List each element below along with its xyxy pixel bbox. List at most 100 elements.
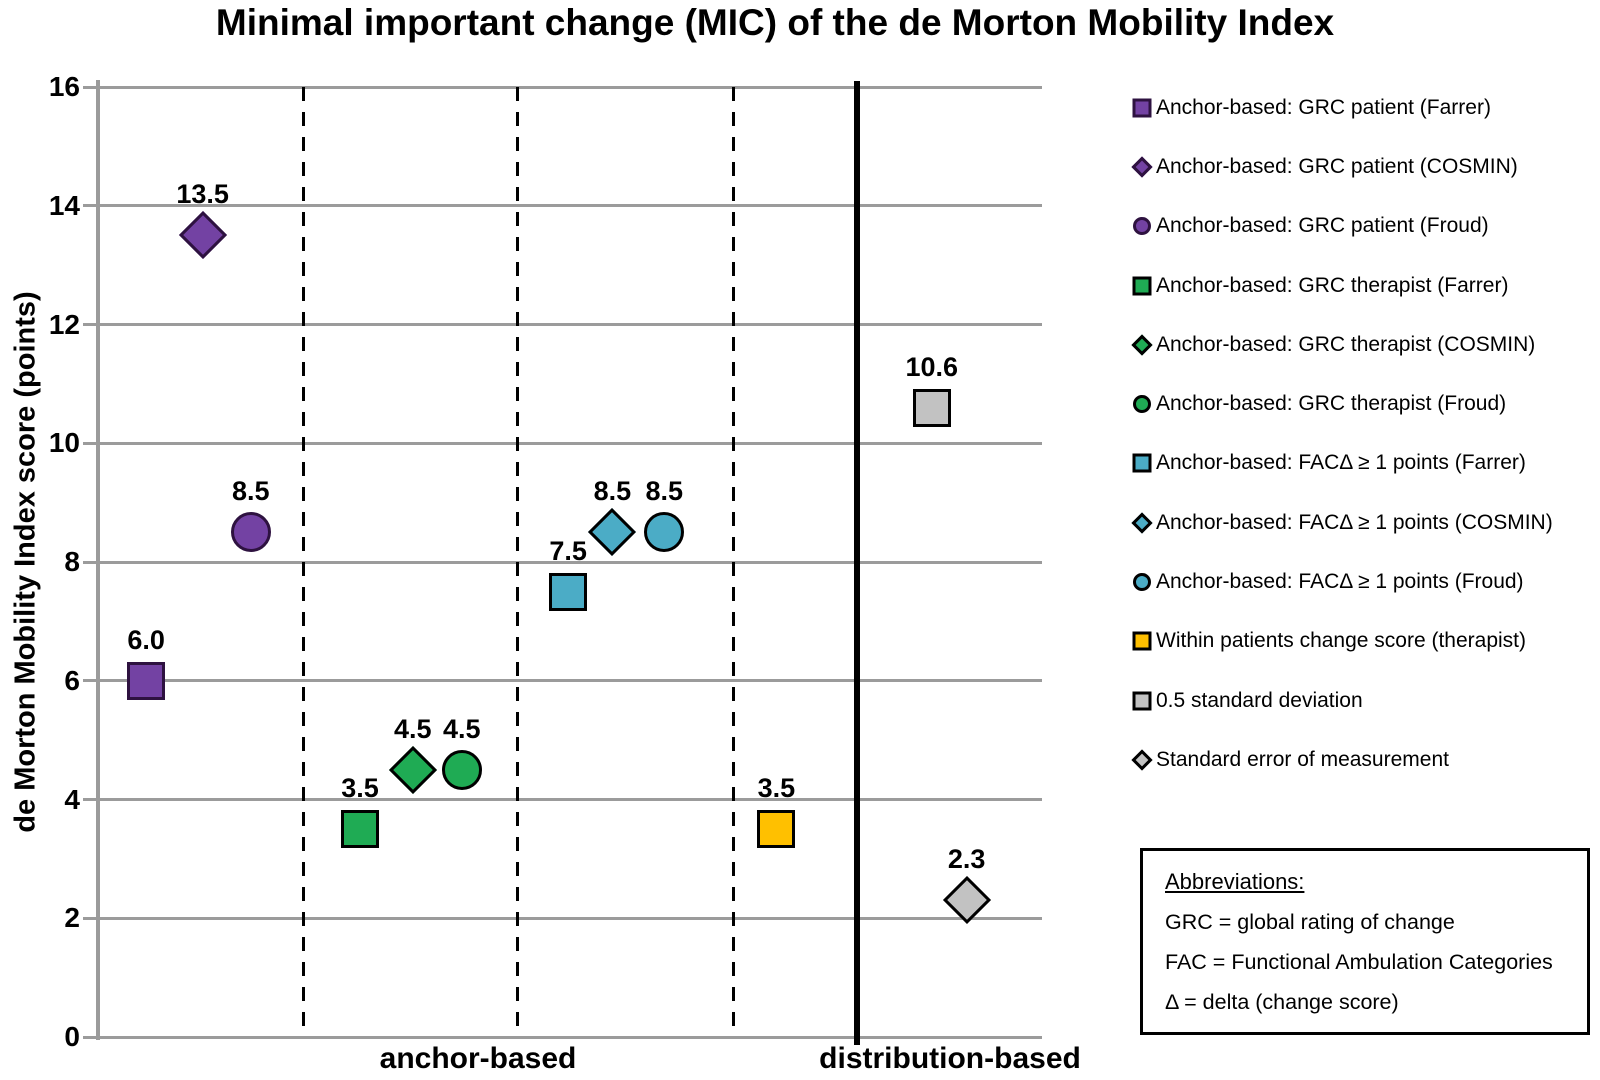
legend-item: Anchor-based: FACΔ ≥ 1 points (Froud) — [1128, 552, 1598, 611]
y-tick-label-2: 2 — [64, 902, 80, 934]
legend-purple-diamond-icon — [1128, 153, 1156, 181]
abbreviations-title: Abbreviations: — [1165, 869, 1305, 894]
legend-item: Anchor-based: FACΔ ≥ 1 points (COSMIN) — [1128, 493, 1598, 552]
dashed-separator-3 — [731, 87, 735, 1037]
marker-purple-circle — [230, 512, 271, 553]
x-group-label-anchor-based: anchor-based — [379, 1042, 577, 1075]
gridline-y-12 — [100, 323, 1042, 326]
gridline-y-2 — [100, 916, 1042, 920]
legend-gray-square-icon — [1128, 687, 1156, 715]
dashed-separator-2 — [515, 87, 519, 1037]
marker-green-square — [340, 810, 379, 849]
marker-green-circle — [441, 749, 482, 790]
gridline-y-8 — [100, 560, 1042, 564]
marker-green-diamond — [388, 745, 437, 794]
legend-green-diamond-icon — [1128, 331, 1156, 359]
legend-item: Anchor-based: GRC patient (Farrer) — [1128, 78, 1598, 137]
legend-yellow-square-icon — [1128, 627, 1156, 655]
data-label: 8.5 — [645, 476, 684, 507]
legend-green-circle-icon — [1128, 390, 1156, 418]
x-group-label-distribution-based: distribution-based — [819, 1042, 1081, 1075]
legend-blue-diamond-icon — [1128, 509, 1156, 537]
marker-purple-square — [127, 661, 166, 700]
legend-label: Anchor-based: GRC therapist (COSMIN) — [1156, 332, 1536, 356]
data-label: 2.3 — [947, 844, 986, 875]
legend-label: Anchor-based: GRC therapist (Farrer) — [1156, 273, 1509, 297]
legend-item: 0.5 standard deviation — [1128, 671, 1598, 730]
marker-purple-diamond — [178, 211, 227, 260]
data-label: 8.5 — [593, 476, 632, 507]
y-tick-0 — [83, 1035, 97, 1039]
abbreviations-box: Abbreviations: GRC = global rating of ch… — [1140, 848, 1590, 1035]
y-tick-label-6: 6 — [64, 664, 80, 696]
gridline-y-4 — [100, 798, 1042, 801]
y-tick-12 — [83, 323, 97, 326]
legend-label: 0.5 standard deviation — [1156, 688, 1363, 712]
gridline-y-6 — [100, 679, 1042, 683]
legend-item: Anchor-based: GRC therapist (Froud) — [1128, 374, 1598, 433]
legend-item: Within patients change score (therapist) — [1128, 612, 1598, 671]
chart-title: Minimal important change (MIC) of the de… — [215, 2, 1335, 43]
gridline-y-0 — [100, 1035, 1042, 1039]
abbreviation-delta: Δ = delta (change score) — [1165, 990, 1399, 1014]
legend-item: Anchor-based: GRC therapist (Farrer) — [1128, 256, 1598, 315]
data-label: 4.5 — [442, 713, 481, 744]
legend-label: Anchor-based: FACΔ ≥ 1 points (COSMIN) — [1156, 510, 1553, 534]
y-tick-label-14: 14 — [48, 189, 80, 221]
y-tick-6 — [83, 679, 97, 683]
gridline-y-14 — [100, 204, 1042, 208]
legend-item: Anchor-based: FACΔ ≥ 1 points (Farrer) — [1128, 434, 1598, 493]
legend-blue-square-icon — [1128, 449, 1156, 477]
y-tick-10 — [83, 441, 97, 445]
legend-label: Standard error of measurement — [1156, 747, 1449, 771]
legend-label: Anchor-based: FACΔ ≥ 1 points (Farrer) — [1156, 451, 1526, 475]
legend-item: Anchor-based: GRC patient (Froud) — [1128, 197, 1598, 256]
legend-gray-diamond-icon — [1128, 746, 1156, 774]
marker-gray-square — [912, 388, 951, 427]
data-label: 4.5 — [393, 713, 432, 744]
marker-yellow-square — [757, 810, 796, 849]
data-label: 7.5 — [549, 535, 587, 566]
y-tick-2 — [83, 916, 97, 920]
y-tick-label-12: 12 — [48, 308, 80, 340]
data-label: 3.5 — [341, 773, 379, 804]
y-tick-8 — [83, 560, 97, 564]
legend-blue-circle-icon — [1128, 568, 1156, 596]
data-label: 13.5 — [176, 179, 229, 210]
legend-label: Anchor-based: GRC therapist (Froud) — [1156, 392, 1507, 416]
data-label: 3.5 — [757, 773, 796, 804]
legend-label: Anchor-based: GRC patient (Froud) — [1156, 214, 1489, 238]
data-label: 6.0 — [127, 624, 165, 655]
abbreviation-grc: GRC = global rating of change — [1165, 910, 1455, 934]
y-tick-label-4: 4 — [64, 783, 80, 815]
data-label: 10.6 — [905, 351, 959, 382]
legend-item: Standard error of measurement — [1128, 730, 1598, 789]
gridline-y-10 — [100, 441, 1042, 445]
legend-item: Anchor-based: GRC therapist (COSMIN) — [1128, 315, 1598, 374]
dashed-separator-1 — [301, 87, 305, 1037]
legend-label: Anchor-based: GRC patient (COSMIN) — [1156, 154, 1518, 178]
abbreviation-fac: FAC = Functional Ambulation Categories — [1165, 950, 1553, 974]
marker-blue-diamond — [588, 508, 637, 557]
legend-item: Anchor-based: GRC patient (COSMIN) — [1128, 137, 1598, 196]
legend-green-square-icon — [1128, 272, 1156, 300]
y-tick-label-10: 10 — [48, 427, 80, 459]
gridline-y-16 — [100, 85, 1042, 89]
data-label: 8.5 — [231, 476, 270, 507]
legend-purple-square-icon — [1128, 94, 1156, 122]
y-tick-16 — [83, 85, 97, 89]
y-axis-line — [96, 80, 100, 1040]
legend: Anchor-based: GRC patient (Farrer) Anchor… — [1128, 78, 1598, 790]
y-tick-label-0: 0 — [64, 1021, 80, 1052]
legend-purple-circle-icon — [1128, 212, 1156, 240]
legend-label: Anchor-based: FACΔ ≥ 1 points (Froud) — [1156, 570, 1524, 594]
y-tick-4 — [83, 798, 97, 801]
y-tick-label-8: 8 — [64, 546, 80, 577]
y-tick-label-16: 16 — [48, 71, 80, 102]
legend-label: Anchor-based: GRC patient (Farrer) — [1156, 95, 1491, 119]
plot-area: 0 2 4 6 8 10 12 14 16 6.0 13.5 8.5 3.5 4.5 4.5 7.5 8.5 8.… — [49, 71, 1042, 1052]
y-tick-14 — [83, 204, 97, 208]
marker-blue-square — [549, 572, 588, 611]
solid-divider — [854, 81, 861, 1045]
